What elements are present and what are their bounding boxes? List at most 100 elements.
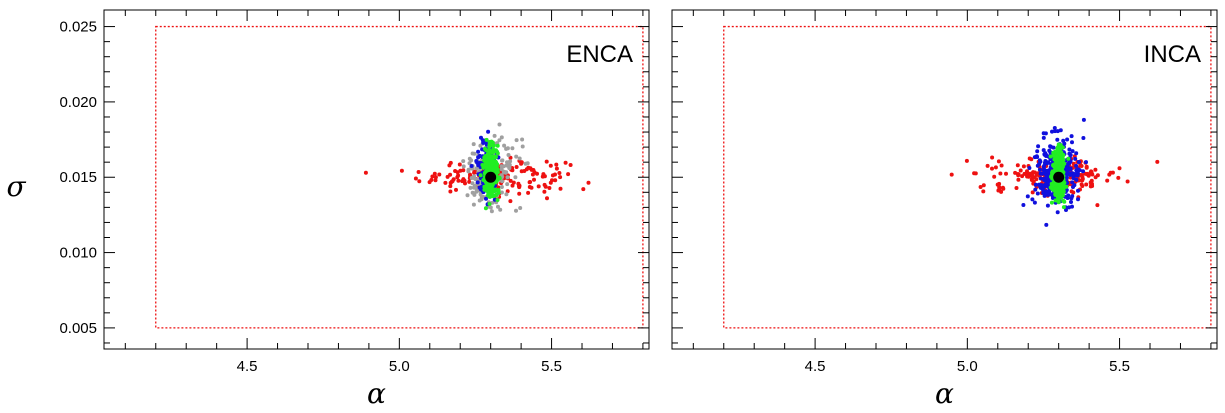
scatter-point xyxy=(514,208,518,213)
scatter-point xyxy=(474,189,479,194)
scatter-point xyxy=(494,155,498,159)
scatter-point xyxy=(488,205,493,210)
scatter-point xyxy=(454,187,458,192)
scatter-point xyxy=(1070,140,1074,145)
scatter-point xyxy=(1040,187,1045,192)
scatter-point xyxy=(445,174,450,179)
scatter-point xyxy=(528,180,533,184)
x-tick-label: 5.0 xyxy=(957,358,978,375)
scatter-point xyxy=(1020,174,1025,179)
scatter-point xyxy=(1047,188,1052,193)
scatter-point xyxy=(992,174,997,179)
y-tick-label: 0.005 xyxy=(59,320,97,337)
scatter-point xyxy=(1049,200,1054,205)
scatter-point xyxy=(1042,170,1047,175)
scatter-point xyxy=(1025,194,1030,199)
scatter-point xyxy=(461,177,466,182)
scatter-point xyxy=(502,143,507,148)
scatter-point xyxy=(489,181,494,186)
scatter-point xyxy=(485,160,490,165)
scatter-point xyxy=(1067,147,1072,152)
scatter-point xyxy=(514,154,519,159)
scatter-point xyxy=(563,160,568,165)
scatter-point xyxy=(475,180,480,185)
scatter-point xyxy=(481,140,486,145)
scatter-point xyxy=(949,172,954,177)
scatter-point xyxy=(525,161,530,166)
scatter-point xyxy=(490,162,495,167)
scatter-point xyxy=(554,162,559,167)
scatter-point xyxy=(529,185,534,190)
scatter-point xyxy=(1065,167,1070,172)
scatter-point xyxy=(511,180,516,185)
scatter-point xyxy=(456,173,461,178)
scatter-point xyxy=(508,199,513,204)
scatter-point xyxy=(485,157,490,162)
scatter-point xyxy=(1030,190,1035,195)
scatter-point xyxy=(471,142,476,147)
scatter-point xyxy=(482,158,487,163)
scatter-point xyxy=(514,138,519,143)
scatter-point xyxy=(476,155,481,160)
scatter-point xyxy=(990,155,995,160)
inca-panel: 4.5 5.0 5.5 α INCA xyxy=(671,9,1218,410)
scatter-point xyxy=(1084,160,1088,165)
scatter-point xyxy=(486,193,490,198)
scatter-point xyxy=(526,190,531,195)
scatter-point xyxy=(485,153,489,158)
scatter-point xyxy=(497,122,502,127)
scatter-point xyxy=(488,154,493,159)
scatter-point xyxy=(1016,177,1021,182)
scatter-point xyxy=(1036,144,1041,149)
x-tick-label: 4.5 xyxy=(805,358,826,375)
scatter-point xyxy=(480,163,485,167)
scatter-point xyxy=(1030,197,1035,202)
scatter-point xyxy=(1058,128,1063,133)
scatter-point xyxy=(476,149,481,154)
scatter-point xyxy=(504,192,509,197)
scatter-point xyxy=(492,187,497,192)
plot-frame xyxy=(671,9,1218,350)
x-tick-label: 5.5 xyxy=(1109,358,1130,375)
scatter-point xyxy=(1069,189,1074,194)
scatter-point xyxy=(1029,157,1034,162)
scatter-point xyxy=(510,183,515,188)
scatter-point xyxy=(1061,157,1066,162)
scatter-point xyxy=(1079,164,1084,168)
scatter-point xyxy=(510,146,515,151)
x-axis-label: α xyxy=(367,377,386,410)
scatter-point xyxy=(487,168,492,173)
scatter-point xyxy=(973,171,978,176)
scatter-point xyxy=(1062,141,1067,146)
x-tick-label: 5.0 xyxy=(389,358,410,375)
scatter-point xyxy=(497,138,502,143)
scatter-point xyxy=(999,163,1004,168)
scatter-point xyxy=(489,193,494,198)
scatter-point xyxy=(513,175,518,180)
scatter-point xyxy=(508,159,513,164)
scatter-point xyxy=(566,172,571,177)
scatter-point xyxy=(457,162,462,167)
plot-frame xyxy=(103,9,650,350)
scatter-point xyxy=(993,165,998,170)
scatter-point xyxy=(1053,149,1057,154)
y-tick-label: 0.025 xyxy=(59,19,97,36)
scatter-point xyxy=(494,168,499,172)
scatter-point xyxy=(1037,167,1042,172)
scatter-point xyxy=(417,179,422,184)
scatter-point xyxy=(1024,172,1029,177)
scatter-point xyxy=(536,184,541,189)
scatter-point xyxy=(1041,148,1046,153)
scatter-point xyxy=(443,180,448,185)
scatter-point xyxy=(1042,177,1047,182)
scatter-point xyxy=(430,174,435,179)
scatter-point xyxy=(1117,166,1122,171)
scatter-point xyxy=(433,175,438,180)
scatter-point xyxy=(1014,186,1019,190)
scatter-point xyxy=(520,144,525,149)
scatter-point xyxy=(532,177,536,182)
scatter-point xyxy=(1070,194,1075,199)
scatter-point xyxy=(467,179,472,184)
scatter-point xyxy=(506,153,511,157)
scatter-point xyxy=(505,160,509,165)
